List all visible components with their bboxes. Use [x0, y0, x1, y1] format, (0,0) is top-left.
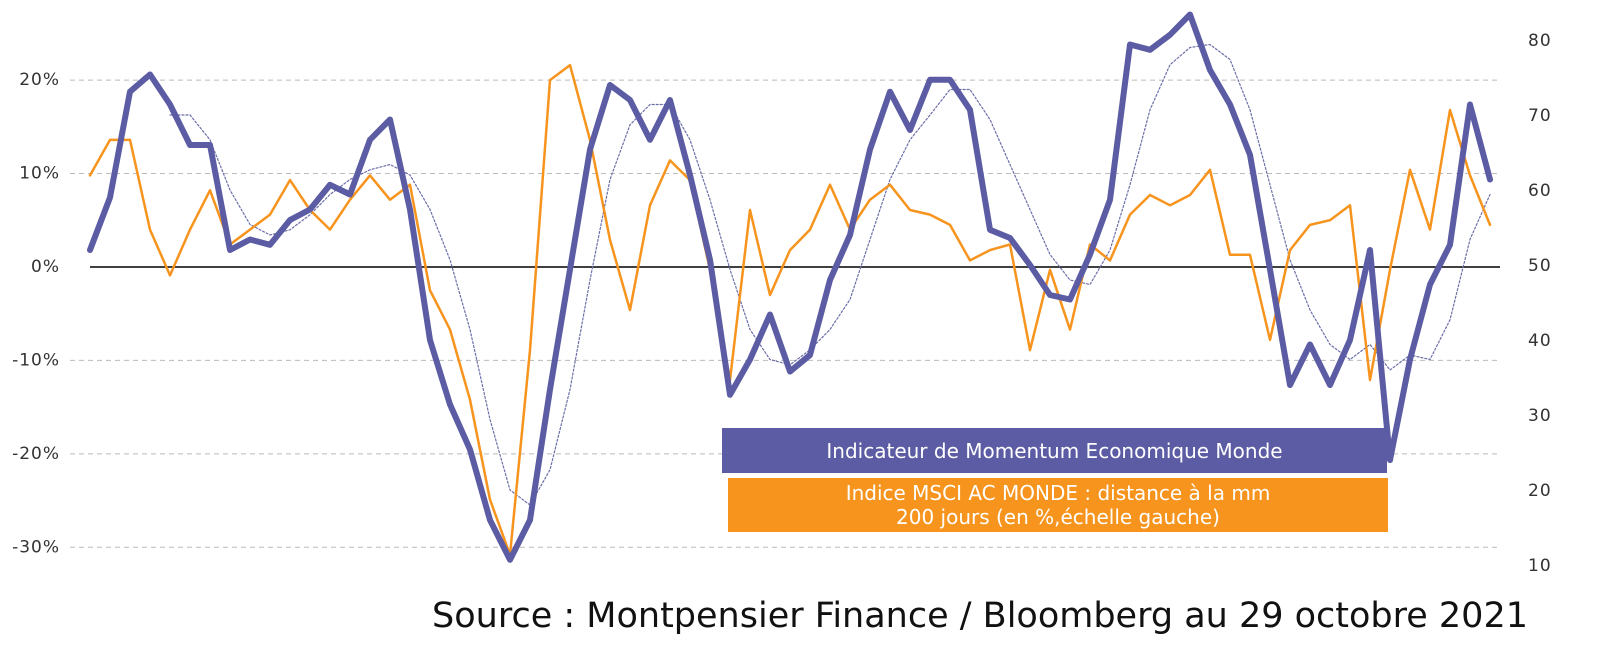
y-tick-label: 10% [19, 164, 60, 184]
y2-tick-label: 70 [1528, 106, 1552, 126]
legend-entry: Indicateur de Momentum Economique Monde [722, 428, 1387, 473]
y2-tick-label: 20 [1528, 481, 1552, 501]
y2-tick-label: 10 [1528, 556, 1552, 576]
y2-tick-label: 30 [1528, 406, 1552, 426]
series-line [87, 11, 1493, 563]
y2-tick-label: 40 [1528, 331, 1552, 351]
source-note: Source : Montpensier Finance / Bloomberg… [432, 596, 1528, 636]
y-tick-label: 20% [19, 70, 60, 90]
y-tick-label: 0% [31, 257, 60, 277]
y-tick-label: -20% [12, 444, 60, 464]
y2-tick-label: 80 [1528, 31, 1552, 51]
legend-entry: Indice MSCI AC MONDE : distance à la mm … [728, 478, 1388, 532]
series-line [169, 43, 1491, 506]
y2-tick-label: 50 [1528, 256, 1552, 276]
y-tick-label: -10% [12, 350, 60, 370]
y-tick-label: -30% [12, 537, 60, 557]
y2-tick-label: 60 [1528, 181, 1552, 201]
series-line [88, 63, 1492, 557]
